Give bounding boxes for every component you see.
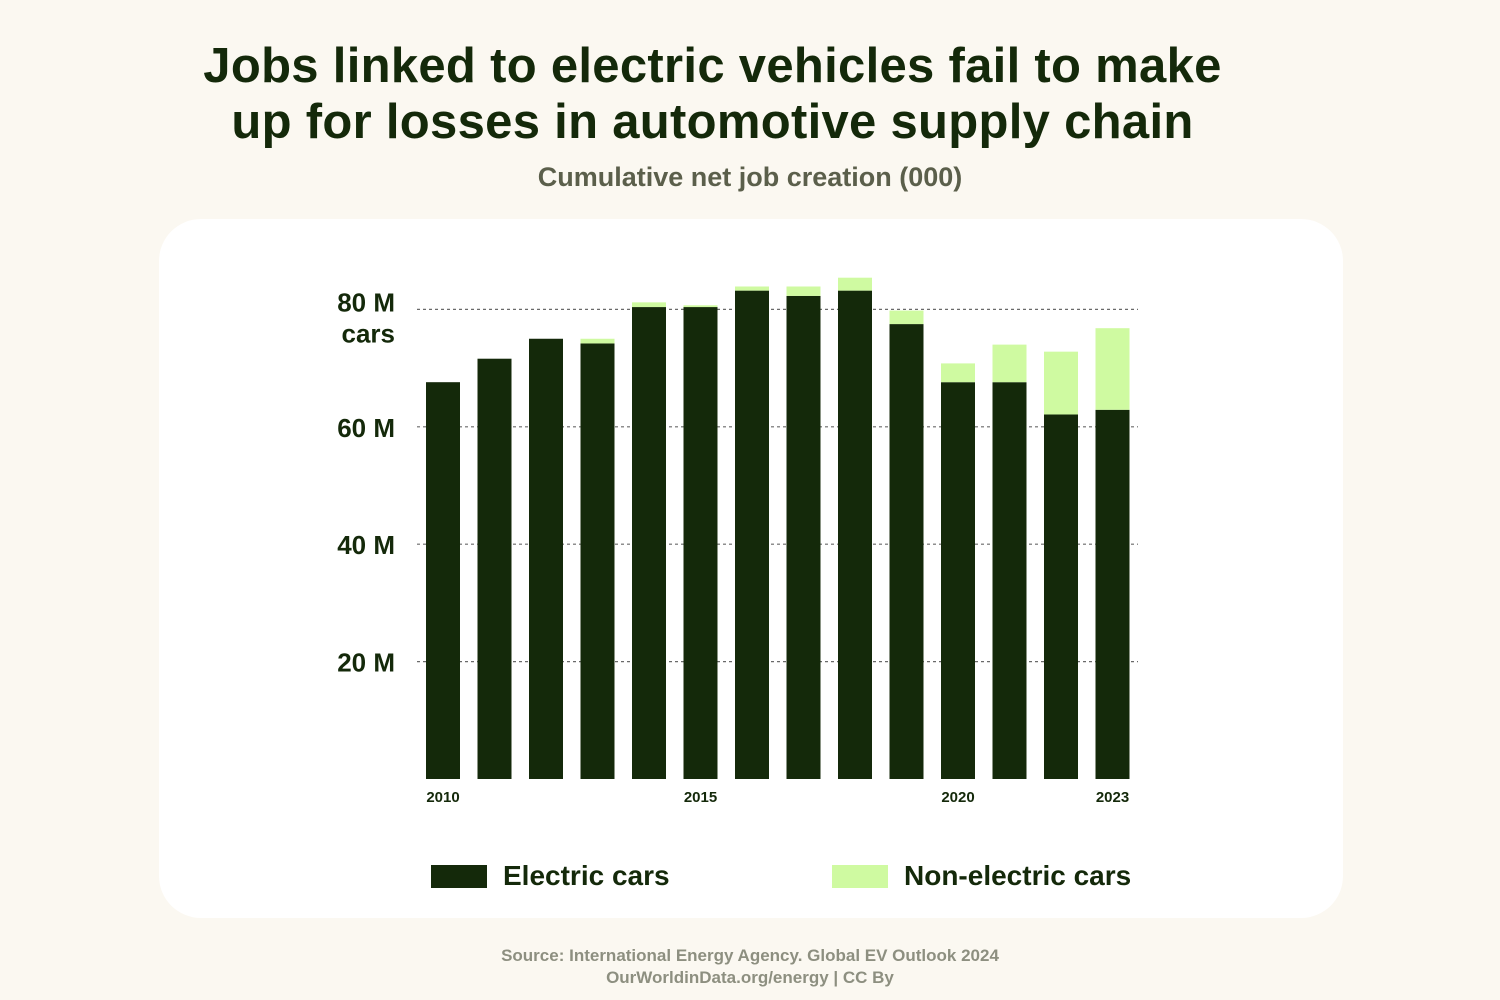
bar-non-electric [941, 363, 975, 383]
x-tick-label: 2015 [684, 789, 717, 806]
source-line-2: OurWorldinData.org/energy | CC By [606, 968, 894, 987]
x-tick-label: 2010 [426, 789, 459, 806]
y-tick-label: 40 M [337, 530, 395, 560]
bar-non-electric [992, 344, 1027, 383]
source-line-1: Source: International Energy Agency. Glo… [501, 946, 999, 965]
bar-electric [477, 358, 512, 779]
bar-electric [992, 382, 1027, 779]
bar-electric [683, 307, 718, 779]
bar-non-electric [683, 305, 718, 308]
bar-electric [632, 307, 666, 779]
bar-electric [838, 290, 872, 779]
legend-item-electric: Electric cars [431, 858, 670, 894]
bar-electric [735, 290, 769, 779]
bar-electric [426, 382, 460, 779]
bar-non-electric [786, 286, 821, 296]
bar-non-electric [1044, 351, 1078, 415]
source-note: Source: International Energy Agency. Glo… [0, 945, 1500, 989]
chart-title-line-1: Jobs linked to electric vehicles fail to… [203, 39, 1222, 93]
bar-electric [529, 338, 563, 779]
chart-title: Jobs linked to electric vehicles fail to… [0, 38, 1425, 150]
chart-title-line-2: up for losses in automotive supply chain [231, 95, 1194, 149]
x-tick-label: 2023 [1096, 789, 1129, 806]
bar-non-electric [838, 277, 872, 291]
bar-electric [1095, 409, 1130, 779]
legend-swatch-non-electric [832, 864, 888, 888]
bar-electric [786, 295, 821, 779]
legend-item-non-electric: Non-electric cars [832, 858, 1131, 894]
x-tick-label: 2020 [941, 789, 974, 806]
chart-subtitle: Cumulative net job creation (000) [537, 162, 963, 192]
bar-non-electric [735, 286, 769, 291]
legend-label-non-electric: Non-electric cars [904, 860, 1132, 891]
bar-non-electric [632, 302, 666, 308]
bar-electric [941, 382, 975, 779]
bar-non-electric [580, 338, 615, 344]
bar-electric [580, 343, 615, 779]
legend-label-electric: Electric cars [503, 860, 670, 891]
bar-non-electric [889, 310, 924, 325]
bar-non-electric [1095, 328, 1130, 410]
bars [426, 277, 1130, 779]
bar-electric [889, 324, 924, 779]
y-tick-label: 20 M [337, 648, 395, 678]
y-tick-label: 60 M [337, 413, 395, 443]
legend-swatch-electric [431, 864, 487, 888]
y-tick-label: 80 M [337, 287, 395, 317]
bar-electric [1044, 414, 1078, 779]
y-axis-unit-label: cars [342, 318, 396, 348]
gridlines [417, 308, 1138, 663]
